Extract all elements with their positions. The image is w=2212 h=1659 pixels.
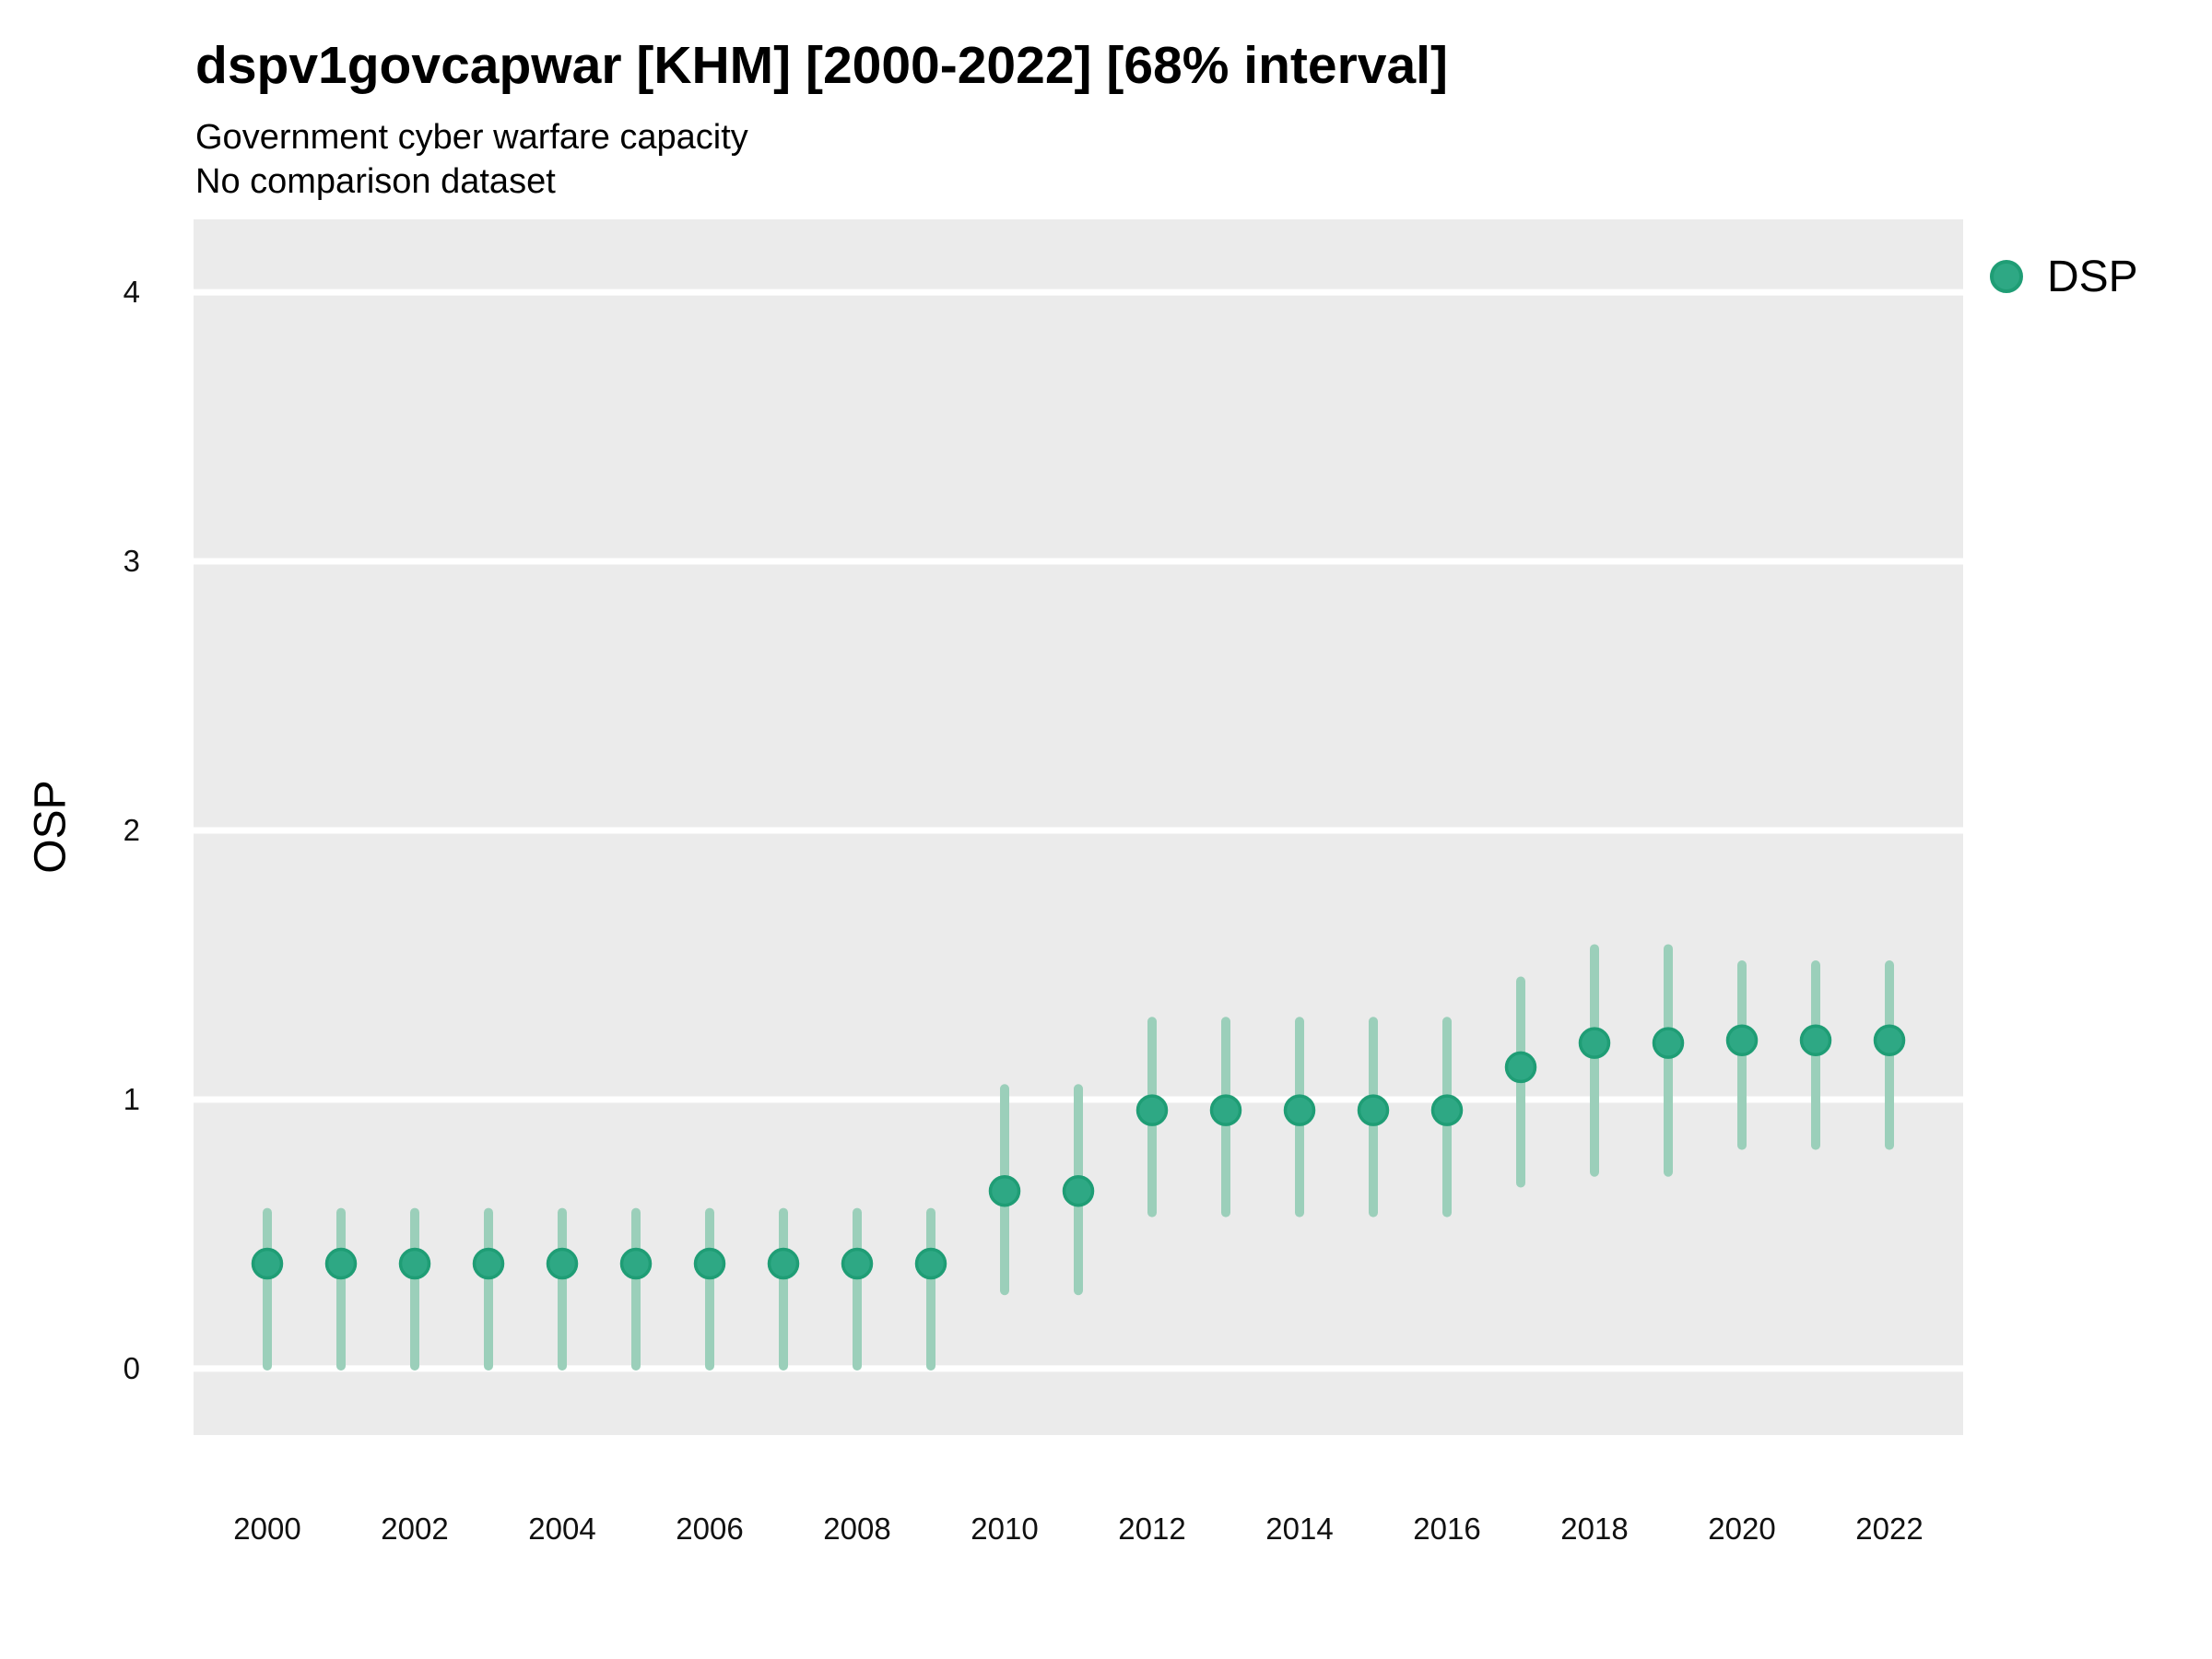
- pointrange-chart: [194, 288, 1963, 1372]
- data-point-2012: [1135, 1094, 1169, 1126]
- x-tick-label-2014: 2014: [1265, 1512, 1334, 1546]
- y-tick-label-0: 0: [123, 1350, 140, 1385]
- legend-point-icon: [1990, 260, 2023, 293]
- data-point-2007: [767, 1247, 800, 1280]
- data-point-2022: [1873, 1024, 1906, 1056]
- y-tick-label-1: 1: [123, 1081, 140, 1116]
- data-point-2016: [1430, 1094, 1464, 1126]
- data-point-2005: [619, 1247, 653, 1280]
- data-point-2019: [1652, 1027, 1685, 1059]
- legend-label: DSP: [2047, 252, 2138, 301]
- data-point-2017: [1504, 1051, 1537, 1084]
- plot-panel: [194, 219, 1963, 1435]
- x-tick-label-2008: 2008: [823, 1512, 891, 1546]
- x-tick-label-2000: 2000: [233, 1512, 301, 1546]
- data-point-2013: [1209, 1094, 1242, 1126]
- data-point-2018: [1578, 1027, 1611, 1059]
- y-tick-label-4: 4: [123, 275, 140, 310]
- data-point-2006: [693, 1247, 726, 1280]
- data-point-2010: [988, 1174, 1021, 1207]
- chart-subtitle: Government cyber warfare capacity: [195, 118, 748, 157]
- data-point-2021: [1799, 1024, 1832, 1056]
- x-tick-label-2006: 2006: [676, 1512, 744, 1546]
- data-point-2004: [546, 1247, 579, 1280]
- data-point-2015: [1357, 1094, 1390, 1126]
- data-point-2020: [1725, 1024, 1759, 1056]
- data-point-2000: [251, 1247, 284, 1280]
- x-tick-label-2010: 2010: [971, 1512, 1039, 1546]
- x-tick-label-2016: 2016: [1413, 1512, 1481, 1546]
- data-point-2003: [472, 1247, 505, 1280]
- data-point-2014: [1283, 1094, 1316, 1126]
- data-point-2009: [914, 1247, 947, 1280]
- chart-subtitle-dataset: No comparison dataset: [195, 162, 556, 201]
- page-title: dspv1govcapwar [KHM] [2000-2022] [68% in…: [195, 36, 1448, 95]
- data-point-2008: [841, 1247, 874, 1280]
- legend: DSP: [1990, 252, 2138, 301]
- x-tick-label-2012: 2012: [1118, 1512, 1186, 1546]
- x-tick-label-2004: 2004: [528, 1512, 596, 1546]
- data-point-2002: [398, 1247, 431, 1280]
- data-point-2011: [1062, 1174, 1095, 1207]
- y-tick-label-3: 3: [123, 544, 140, 579]
- x-tick-label-2022: 2022: [1855, 1512, 1924, 1546]
- x-tick-label-2002: 2002: [381, 1512, 449, 1546]
- x-tick-label-2020: 2020: [1708, 1512, 1776, 1546]
- y-tick-label-2: 2: [123, 813, 140, 847]
- data-point-2001: [324, 1247, 358, 1280]
- x-tick-label-2018: 2018: [1560, 1512, 1629, 1546]
